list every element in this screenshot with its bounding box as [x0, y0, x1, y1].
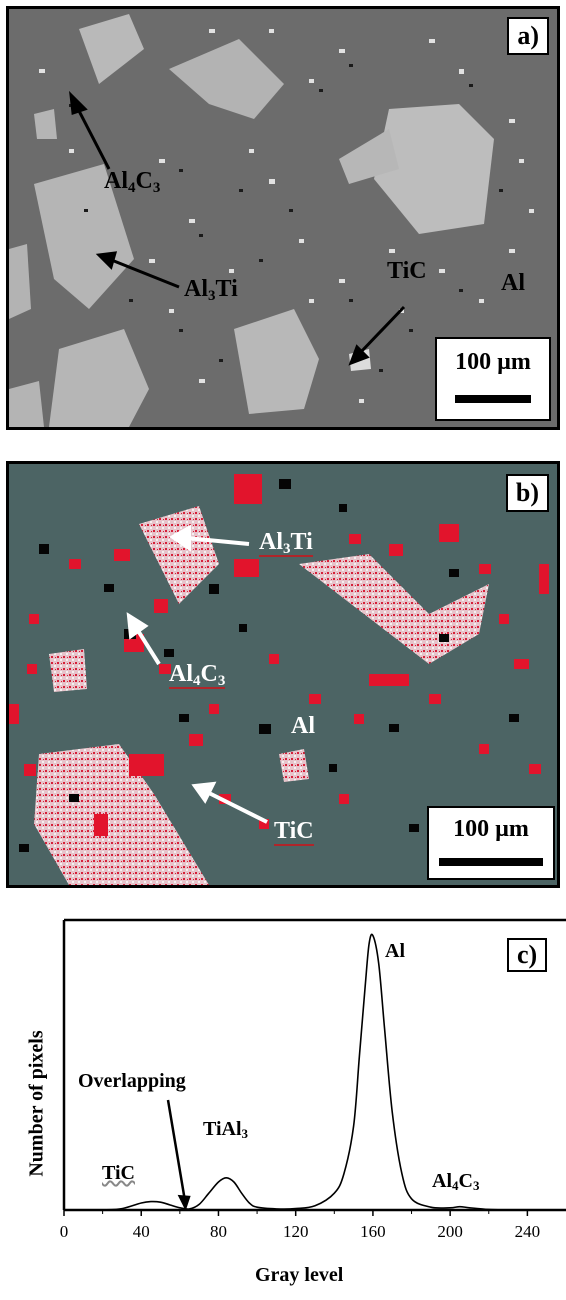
- label-al-a: Al: [501, 270, 525, 296]
- label-al-b: Al: [291, 713, 315, 739]
- label-al4c3-b: Al4C3: [169, 661, 226, 689]
- x-tick-label: 0: [59, 1222, 69, 1241]
- label-al3ti-a: Al3Ti: [184, 276, 238, 304]
- histogram-chart: 0 40 80 120 160 200 240 Number of pixels Gray …: [0, 900, 566, 1295]
- micrograph-a-image: [9, 9, 557, 427]
- x-tick-label: 40: [132, 1222, 150, 1241]
- y-axis-label: Number of pixels: [25, 1030, 48, 1177]
- scale-bar-a: [455, 395, 531, 403]
- micrograph-a: Al4C3 Al3Ti TiC Al a) 100 µm: [6, 6, 560, 430]
- series-line: [102, 933, 566, 1211]
- panel-tag-c: c): [507, 938, 548, 972]
- x-tick-label: 120: [282, 1222, 309, 1241]
- peak-label-al: Al: [385, 940, 405, 962]
- scale-box-b: 100 µm: [427, 806, 555, 880]
- label-al3ti-b: Al3Ti: [259, 529, 313, 557]
- micrograph-b: Al3Ti Al4C3 Al TiC b) 100 µm: [6, 461, 560, 888]
- overlapping-arrow-head: [177, 1194, 191, 1211]
- label-al4c3-a: Al4C3: [104, 168, 161, 196]
- overlapping-arrow: [166, 1099, 191, 1211]
- x-tick-label: 80: [209, 1222, 227, 1241]
- overlapping-arrow-shaft: [166, 1099, 187, 1206]
- scale-box-a: 100 µm: [435, 337, 551, 421]
- label-tic-b: TiC: [274, 818, 314, 846]
- peak-label-al4c3: Al4C3: [432, 1170, 480, 1193]
- x-axis-label: Gray level: [255, 1264, 344, 1286]
- scale-label-b: 100 µm: [453, 816, 529, 842]
- panel-tag-a: a): [507, 17, 549, 55]
- scale-bar-b: [439, 858, 543, 866]
- x-tick-label: 160: [360, 1222, 386, 1241]
- x-tick-label: 240: [514, 1222, 541, 1241]
- scale-label-a: 100 µm: [455, 349, 531, 375]
- label-tic-a: TiC: [387, 258, 427, 284]
- panel-tag-b: b): [505, 474, 549, 512]
- x-tick-label: 200: [437, 1222, 463, 1241]
- histogram-plot: [62, 918, 566, 1216]
- peak-label-tic: TiC: [102, 1162, 135, 1184]
- peak-label-tial3: TiAl3: [203, 1118, 249, 1141]
- annotation-overlapping: Overlapping: [78, 1070, 186, 1092]
